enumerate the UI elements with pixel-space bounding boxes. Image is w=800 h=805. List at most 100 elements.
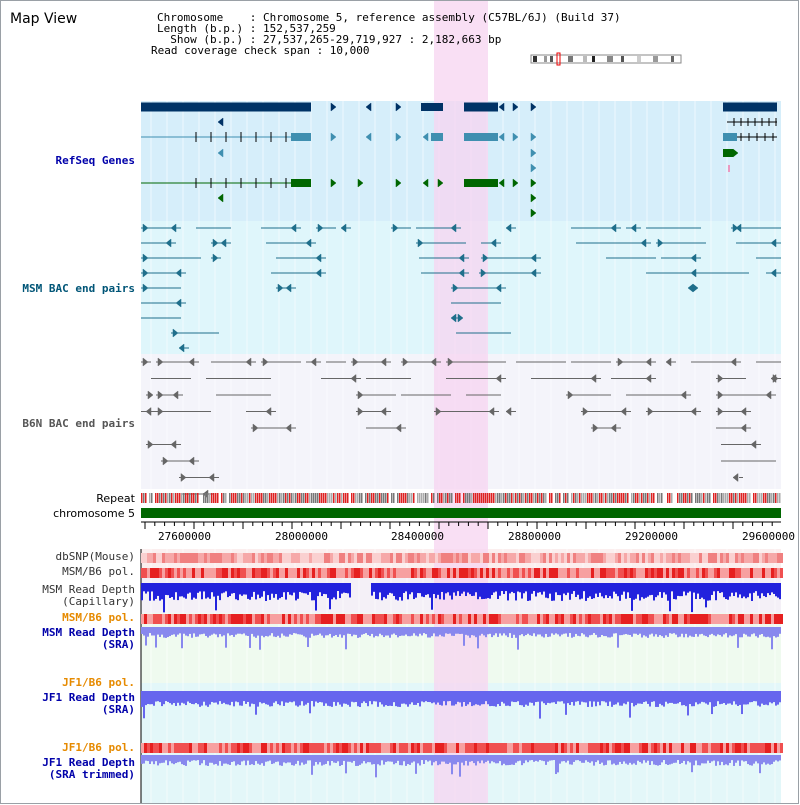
jf1-trimmed-depth-bar <box>529 755 531 761</box>
jf1-b6-pol-heat-cell <box>771 743 774 753</box>
dbsnp-heat-cell <box>699 553 702 563</box>
msm-sra-depth-bar <box>295 627 297 634</box>
msm-b6-pol-heat-cell <box>654 614 657 624</box>
jf1_b6_pol_2-label[interactable]: JF1/B6 pol. <box>5 742 135 754</box>
msm-capillary-depth-bar <box>459 583 461 596</box>
jf1-sra-depth-bar <box>223 691 225 703</box>
msm-sra-depth-bar <box>663 627 665 638</box>
msm-b6-pol-heat-cell <box>567 568 570 578</box>
msm-b6-pol-heat-cell <box>357 568 360 578</box>
dbsnp-label[interactable]: dbSNP(Mouse) <box>5 551 135 563</box>
repeat-element <box>683 493 685 503</box>
msm-bac-end-pairs-label[interactable]: MSM BAC end pairs <box>22 282 135 295</box>
msm-capillary-depth-bar <box>503 583 505 595</box>
jf1-sra-depth-bar <box>407 691 409 707</box>
jf1-trimmed-depth-bar <box>455 755 457 765</box>
msm-b6-pol-heat-cell <box>624 614 627 624</box>
msm-sra-depth-bar <box>201 627 203 635</box>
jf1-b6-pol-heat-cell <box>510 743 513 753</box>
jf1-b6-pol-heat-cell <box>744 743 747 753</box>
refseq-genes-label[interactable]: RefSeq Genes <box>55 154 135 167</box>
msm_read_cap-label[interactable]: MSM Read Depth (Capillary) <box>5 584 135 608</box>
refseq-gene-7-exon <box>464 179 498 187</box>
jf1-b6-pol-heat-cell <box>630 743 633 753</box>
jf1-trimmed-depth-bar <box>493 755 495 763</box>
msm-b6-pol-heat-cell <box>225 568 228 578</box>
jf1-trimmed-depth-bar <box>391 755 393 762</box>
msm-b6-pol-heat-cell <box>240 614 243 624</box>
jf1-sra-depth-bar <box>653 691 655 702</box>
msm-capillary-depth-bar <box>149 583 151 601</box>
repeat-element <box>317 493 319 503</box>
msm-b6-pol-heat-cell <box>621 614 624 624</box>
msm-b6-pol-heat-cell <box>570 568 573 578</box>
jf1-trimmed-depth-bar <box>441 755 443 762</box>
jf1-trimmed-depth-bar <box>159 755 161 764</box>
msm-b6-pol-heat-cell <box>168 614 171 624</box>
msm-sra-depth-bar <box>757 627 759 638</box>
msm-capillary-depth-bar <box>715 583 717 601</box>
jf1-sra-depth-bar <box>213 691 215 703</box>
jf1-trimmed-depth-bar <box>349 755 351 762</box>
msm-capillary-depth-bar <box>511 583 513 592</box>
msm-capillary-depth-bar <box>185 583 187 599</box>
jf1-trimmed-depth-bar <box>185 755 187 766</box>
jf1-trimmed-depth-bar <box>257 755 259 764</box>
jf1-sra-depth-bar <box>551 691 553 703</box>
msm-sra-depth-bar <box>147 627 149 637</box>
msm-b6-pol-heat-cell <box>417 614 420 624</box>
repeat-element <box>581 493 583 503</box>
repeat-element <box>289 493 291 503</box>
repeat-element <box>529 493 531 503</box>
jf1_read_sra-label[interactable]: JF1 Read Depth (SRA) <box>5 692 135 716</box>
msm_b6_pol_1-label[interactable]: MSM/B6 pol. <box>5 566 135 578</box>
jf1-trimmed-depth-bar <box>225 755 227 764</box>
repeat-element <box>397 493 399 503</box>
msm-b6-pol-heat-cell <box>264 568 267 578</box>
msm-b6-pol-heat-cell <box>558 614 561 624</box>
msm-b6-pol-heat-cell <box>381 614 384 624</box>
repeat-element <box>179 493 181 503</box>
msm-b6-pol-heat-cell <box>270 614 273 624</box>
jf1-b6-pol-heat-cell <box>297 743 300 753</box>
jf1-b6-pol-heat-cell <box>621 743 624 753</box>
b6n-bac-end <box>188 357 195 367</box>
b6n-bac-end-pairs-label[interactable]: B6N BAC end pairs <box>22 417 135 430</box>
msm-capillary-depth-bar <box>681 583 683 597</box>
jf1-b6-pol-heat-cell <box>282 743 285 753</box>
jf1-trimmed-depth-bar <box>181 755 183 765</box>
msm-b6-pol-heat-cell <box>762 568 765 578</box>
msm_read_sra-label[interactable]: MSM Read Depth (SRA) <box>5 627 135 651</box>
jf1-b6-pol-heat-cell <box>309 743 312 753</box>
jf1-trimmed-depth-bar <box>161 755 163 763</box>
jf1-trimmed-depth-bar <box>471 755 473 762</box>
jf1-trimmed-depth-bar <box>307 755 309 761</box>
jf1-sra-depth-bar <box>251 691 253 704</box>
jf1-trimmed-depth-bar <box>465 755 467 761</box>
repeat-element <box>189 493 191 503</box>
jf1-sra-depth-bar <box>315 691 317 702</box>
msm-b6-pol-heat-cell <box>450 568 453 578</box>
dbsnp-heat-cell <box>582 553 585 563</box>
jf1_read_trim-label[interactable]: JF1 Read Depth (SRA trimmed) <box>5 757 135 781</box>
msm-b6-pol-heat-cell <box>336 568 339 578</box>
repeat-element <box>311 493 313 503</box>
msm-b6-pol-heat-cell <box>636 614 639 624</box>
jf1-sra-depth-bar <box>661 691 663 706</box>
jf1-trimmed-depth-bar <box>769 755 771 765</box>
jf1-trimmed-depth-bar <box>741 755 743 761</box>
jf1-trimmed-depth-bar <box>707 755 709 761</box>
jf1-b6-pol-heat-cell <box>594 743 597 753</box>
jf1-trimmed-depth-bar <box>243 755 245 761</box>
jf1_b6_pol_1-label[interactable]: JF1/B6 pol. <box>5 677 135 689</box>
msm-b6-pol-heat-cell <box>567 614 570 624</box>
jf1-trimmed-depth-bar <box>665 755 667 765</box>
refseq-gene-7-exon <box>291 179 311 187</box>
msm_b6_pol_2-label[interactable]: MSM/B6 pol. <box>5 612 135 624</box>
repeat-element <box>587 493 589 503</box>
jf1-sra-depth-bar <box>271 691 273 707</box>
jf1-trimmed-depth-bar <box>617 755 619 765</box>
jf1-trimmed-depth-bar <box>765 755 767 765</box>
jf1-trimmed-depth-bar <box>745 755 747 762</box>
